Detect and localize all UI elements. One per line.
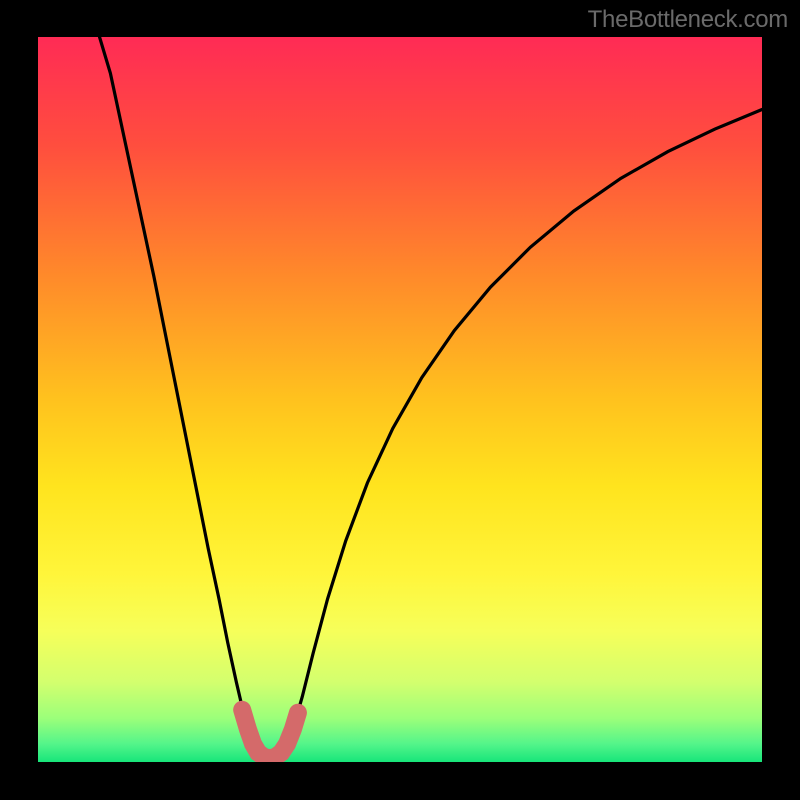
bottleneck-chart xyxy=(38,37,762,762)
plot-area xyxy=(38,37,762,762)
chart-frame: TheBottleneck.com xyxy=(0,0,800,800)
watermark-text: TheBottleneck.com xyxy=(588,6,788,34)
chart-background xyxy=(38,37,762,762)
